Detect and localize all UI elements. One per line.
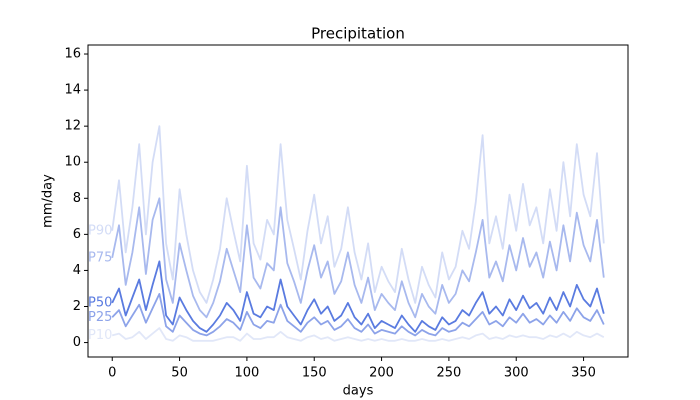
y-tick-label: 10	[64, 155, 81, 170]
y-tick-label: 16	[64, 47, 81, 62]
series-line	[111, 260, 605, 333]
x-tick-label: 0	[108, 366, 116, 381]
y-tick-label: 12	[64, 119, 81, 134]
y-tick-label: 14	[64, 83, 81, 98]
x-tick-label: 250	[436, 366, 461, 381]
y-tick-label: 6	[73, 227, 81, 242]
series-line	[111, 327, 605, 342]
series-line	[111, 197, 605, 319]
y-tick-label: 4	[73, 263, 81, 278]
series-label: P25	[88, 310, 112, 325]
chart-title: Precipitation	[311, 25, 405, 43]
x-tick-label: 100	[234, 366, 259, 381]
series-label: P50	[88, 295, 112, 310]
series-line	[111, 125, 605, 304]
y-tick-label: 2	[73, 299, 81, 314]
x-tick-label: 150	[302, 366, 327, 381]
series-label: P90	[88, 223, 112, 238]
x-tick-label: 350	[571, 366, 596, 381]
series-label: P75	[88, 250, 112, 265]
y-axis-label: mm/day	[41, 174, 56, 228]
x-tick-label: 200	[369, 366, 394, 381]
y-tick-label: 8	[73, 191, 81, 206]
y-tick-label: 0	[73, 335, 81, 350]
plot-frame	[87, 44, 629, 358]
series-line	[111, 293, 605, 337]
x-tick-label: 300	[504, 366, 529, 381]
x-axis-label: days	[343, 384, 374, 399]
x-tick-label: 50	[171, 366, 188, 381]
series-label: P10	[88, 328, 112, 343]
